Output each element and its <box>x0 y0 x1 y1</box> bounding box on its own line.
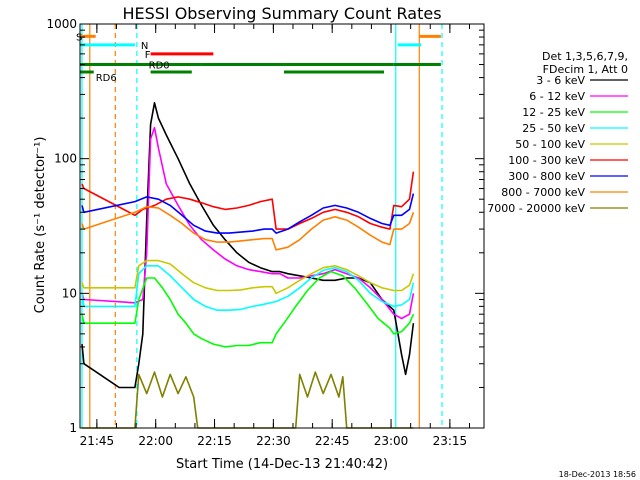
legend-label-4: 50 - 100 keV <box>515 138 585 151</box>
plot-background <box>80 24 484 428</box>
legend-label-5: 100 - 300 keV <box>508 154 585 167</box>
x-tick-label-5: 23:00 <box>374 434 409 448</box>
y-tick-label-0: 1 <box>69 421 77 435</box>
series-line-6 <box>81 193 415 234</box>
x-tick-label-0: 21:45 <box>80 434 115 448</box>
series-line-8 <box>82 371 414 429</box>
series-line-1 <box>81 126 415 320</box>
legend-header-0: Det 1,3,5,6,7,9, <box>542 50 628 63</box>
flag-label-n: N <box>141 41 148 52</box>
y-axis-label: Count Rate (s⁻¹ detector⁻¹) <box>33 137 48 314</box>
x-tick-label-2: 22:15 <box>197 434 232 448</box>
legend-label-1: 6 - 12 keV <box>529 90 585 103</box>
legend-label-7: 800 - 7000 keV <box>501 186 585 199</box>
flag-label-rd6: RD6 <box>96 73 117 84</box>
axes: 1 10 100 1000 21:45 22:00 22:15 22:30 22:45 23:00… <box>46 17 485 448</box>
x-tick-label-1: 22:00 <box>138 434 173 448</box>
flag-label-rd0: RD0 <box>149 61 170 72</box>
series-line-7 <box>81 205 415 251</box>
flag-label-s: S <box>76 32 82 43</box>
series-line-4 <box>81 259 415 295</box>
x-tick-label-3: 22:30 <box>256 434 291 448</box>
series-line-2 <box>81 270 415 348</box>
marker-lines <box>81 24 443 428</box>
series-line-0 <box>81 102 415 389</box>
legend-label-6: 300 - 800 keV <box>508 170 585 183</box>
x-tick-label-6: 23:15 <box>433 434 468 448</box>
y-tick-label-1: 10 <box>62 286 77 300</box>
legend-label-8: 7000 - 20000 keV <box>487 202 585 215</box>
plot-area <box>80 24 484 428</box>
axes-frame <box>79 23 485 429</box>
series-line-3 <box>81 264 415 312</box>
series-line-5 <box>81 171 415 230</box>
footer-timestamp: 18-Dec-2013 18:56 <box>559 470 636 479</box>
legend-label-3: 25 - 50 keV <box>522 122 585 135</box>
series-group <box>81 102 415 429</box>
x-tick-label-4: 22:45 <box>315 434 350 448</box>
flag-label-f: F <box>145 50 151 61</box>
y-tick-label-3: 1000 <box>46 17 77 31</box>
legend-label-0: 3 - 6 keV <box>536 74 585 87</box>
legend-header-1: FDecim 1, Att 0 <box>543 63 628 76</box>
chart-title: HESSI Observing Summary Count Rates <box>122 4 441 23</box>
y-tick-label-2: 100 <box>54 152 77 166</box>
legend: Det 1,3,5,6,7,9,FDecim 1, Att 03 - 6 keV… <box>487 50 628 215</box>
legend-label-2: 12 - 25 keV <box>522 106 585 119</box>
x-axis-label: Start Time (14-Dec-13 21:40:42) <box>176 457 388 472</box>
